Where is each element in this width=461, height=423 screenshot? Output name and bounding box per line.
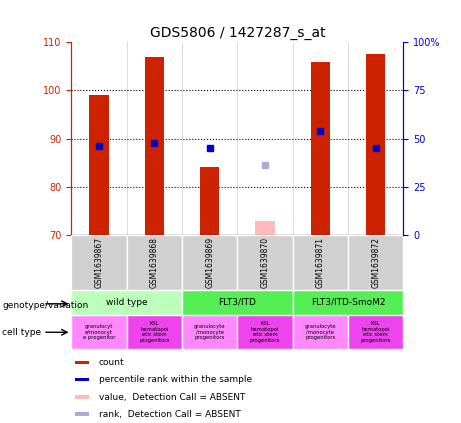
Bar [75,360,89,364]
Bar [75,395,89,398]
Text: cell type: cell type [2,327,41,337]
Text: value,  Detection Call = ABSENT: value, Detection Call = ABSENT [99,393,245,401]
Text: GSM1639871: GSM1639871 [316,237,325,288]
Bar [182,290,293,315]
Text: wild type: wild type [106,298,148,307]
Bar [75,412,89,416]
Bar [71,290,182,315]
Text: genotype/variation: genotype/variation [2,301,89,310]
Text: percentile rank within the sample: percentile rank within the sample [99,375,252,385]
Bar [89,95,109,235]
Bar [127,235,182,290]
Bar [293,290,403,315]
Text: KSL
hematopoi
etic stem
progenitors: KSL hematopoi etic stem progenitors [139,321,170,343]
Bar [182,235,237,290]
Text: count: count [99,358,124,367]
Bar [348,235,403,290]
Text: GSM1639870: GSM1639870 [260,237,270,288]
Bar [71,315,127,349]
Bar [237,235,293,290]
Text: FLT3/ITD-SmoM2: FLT3/ITD-SmoM2 [311,298,385,307]
Bar [200,168,219,235]
Bar [366,54,385,235]
Text: GSM1639868: GSM1639868 [150,237,159,288]
Text: granulocyte
/monocyte
progenitors: granulocyte /monocyte progenitors [305,324,336,341]
Bar [293,235,348,290]
Text: granulocyt
e/monocyt
e progenitor: granulocyt e/monocyt e progenitor [83,324,115,341]
Text: GSM1639869: GSM1639869 [205,237,214,288]
Text: rank,  Detection Call = ABSENT: rank, Detection Call = ABSENT [99,410,240,419]
Bar [311,61,330,235]
Bar [75,378,89,381]
Bar [237,315,293,349]
Text: KSL
hematopoi
etic stem
progenitors: KSL hematopoi etic stem progenitors [361,321,391,343]
Title: GDS5806 / 1427287_s_at: GDS5806 / 1427287_s_at [150,26,325,40]
Bar [182,315,237,349]
Text: FLT3/ITD: FLT3/ITD [219,298,256,307]
Text: granulocyte
/monocyte
progenitors: granulocyte /monocyte progenitors [194,324,225,341]
Bar [255,221,275,235]
Bar [127,315,182,349]
Text: GSM1639872: GSM1639872 [371,237,380,288]
Bar [348,315,403,349]
Bar [293,315,348,349]
Bar [71,235,127,290]
Bar [145,57,164,235]
Text: KSL
hematopoi
etic stem
progenitors: KSL hematopoi etic stem progenitors [250,321,280,343]
Text: GSM1639867: GSM1639867 [95,237,104,288]
